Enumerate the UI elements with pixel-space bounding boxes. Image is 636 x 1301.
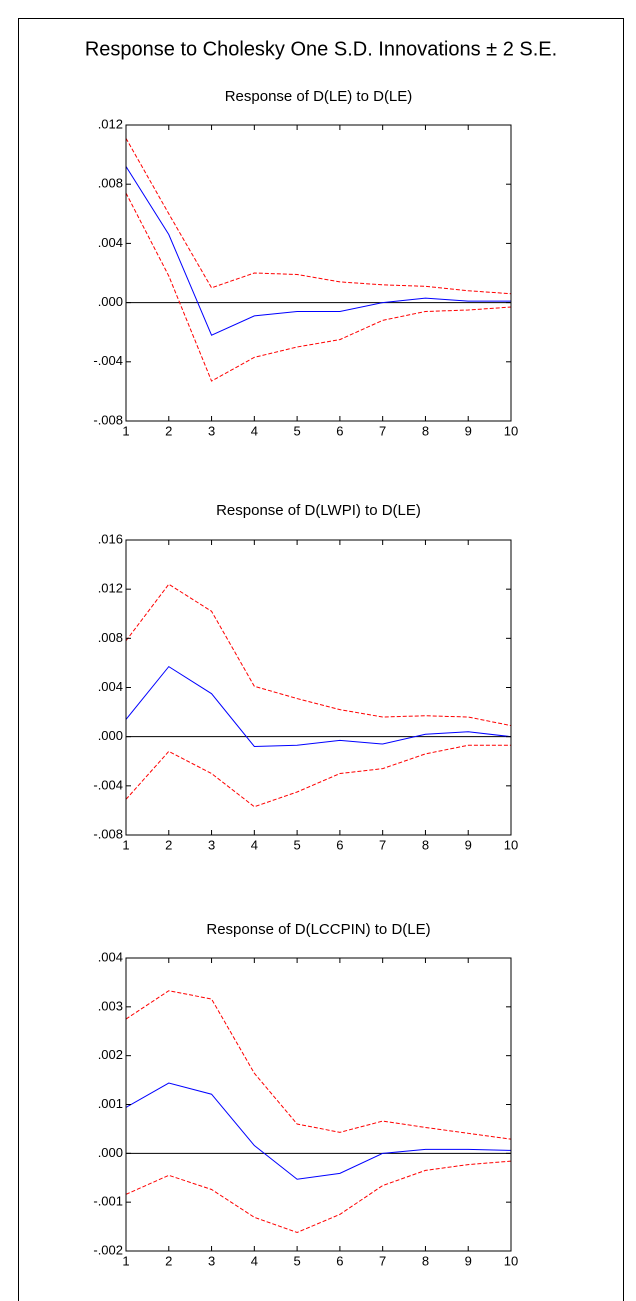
y-tick-label: -.004 <box>93 777 123 792</box>
series-line <box>125 192 512 382</box>
x-tick-label: 10 <box>504 837 518 852</box>
x-tick-label: 4 <box>251 837 258 852</box>
x-tick-label: 1 <box>122 837 129 852</box>
y-tick-label: .008 <box>98 176 123 191</box>
y-tick-label: -.008 <box>93 412 123 427</box>
x-tick-label: 6 <box>336 1253 343 1268</box>
x-tick-label: 8 <box>422 1253 429 1268</box>
y-tick-label: .004 <box>98 679 123 694</box>
x-tick-label: 2 <box>165 1253 172 1268</box>
x-tick-label: 6 <box>336 837 343 852</box>
plot-frame <box>125 957 512 1252</box>
y-tick-label: .000 <box>98 728 123 743</box>
x-tick-label: 5 <box>293 423 300 438</box>
chart-title: Response of D(LWPI) to D(LE) <box>216 502 421 519</box>
y-tick-label: .002 <box>98 1047 123 1062</box>
x-tick-label: 7 <box>379 423 386 438</box>
chart-title: Response of D(LE) to D(LE) <box>225 88 413 105</box>
x-tick-label: 3 <box>208 1253 215 1268</box>
y-tick-label: .003 <box>98 998 123 1013</box>
y-tick-label: .008 <box>98 630 123 645</box>
x-tick-label: 8 <box>422 423 429 438</box>
x-tick-label: 6 <box>336 423 343 438</box>
y-tick-label: -.002 <box>93 1242 123 1257</box>
x-tick-label: 7 <box>379 837 386 852</box>
plot-frame <box>125 124 512 422</box>
series-line <box>125 665 512 748</box>
y-tick-label: .004 <box>98 235 123 250</box>
series-line <box>125 1160 512 1233</box>
x-tick-label: 4 <box>251 1253 258 1268</box>
y-tick-label: .001 <box>98 1096 123 1111</box>
series-line <box>125 138 512 295</box>
plot-frame <box>125 539 512 836</box>
series-line <box>125 990 512 1140</box>
figure-title: Response to Cholesky One S.D. Innovation… <box>85 38 557 60</box>
x-tick-label: 3 <box>208 837 215 852</box>
x-tick-label: 10 <box>504 1253 518 1268</box>
y-tick-label: .012 <box>98 116 123 131</box>
x-tick-label: 7 <box>379 1253 386 1268</box>
x-tick-label: 5 <box>293 837 300 852</box>
y-tick-label: .000 <box>98 1145 123 1160</box>
y-tick-label: -.004 <box>93 353 123 368</box>
y-tick-label: -.008 <box>93 826 123 841</box>
y-tick-label: .004 <box>98 949 123 964</box>
figure-border <box>18 18 624 1301</box>
y-tick-label: -.001 <box>93 1194 123 1209</box>
y-tick-label: .012 <box>98 581 123 596</box>
y-tick-label: .016 <box>98 531 123 546</box>
x-tick-label: 9 <box>465 1253 472 1268</box>
y-tick-label: .000 <box>98 294 123 309</box>
series-line <box>125 583 512 727</box>
series-line <box>125 166 511 336</box>
x-tick-label: 2 <box>165 423 172 438</box>
x-tick-label: 10 <box>504 423 518 438</box>
x-tick-label: 1 <box>122 423 129 438</box>
x-tick-label: 5 <box>293 1253 300 1268</box>
x-tick-label: 4 <box>251 423 258 438</box>
x-tick-label: 9 <box>465 837 472 852</box>
x-tick-label: 9 <box>465 423 472 438</box>
chart-title: Response of D(LCCPIN) to D(LE) <box>206 921 430 938</box>
x-tick-label: 1 <box>122 1253 129 1268</box>
x-tick-label: 8 <box>422 837 429 852</box>
series-line <box>125 744 511 808</box>
series-line <box>125 1082 512 1180</box>
x-tick-label: 3 <box>208 423 215 438</box>
x-tick-label: 2 <box>165 837 172 852</box>
